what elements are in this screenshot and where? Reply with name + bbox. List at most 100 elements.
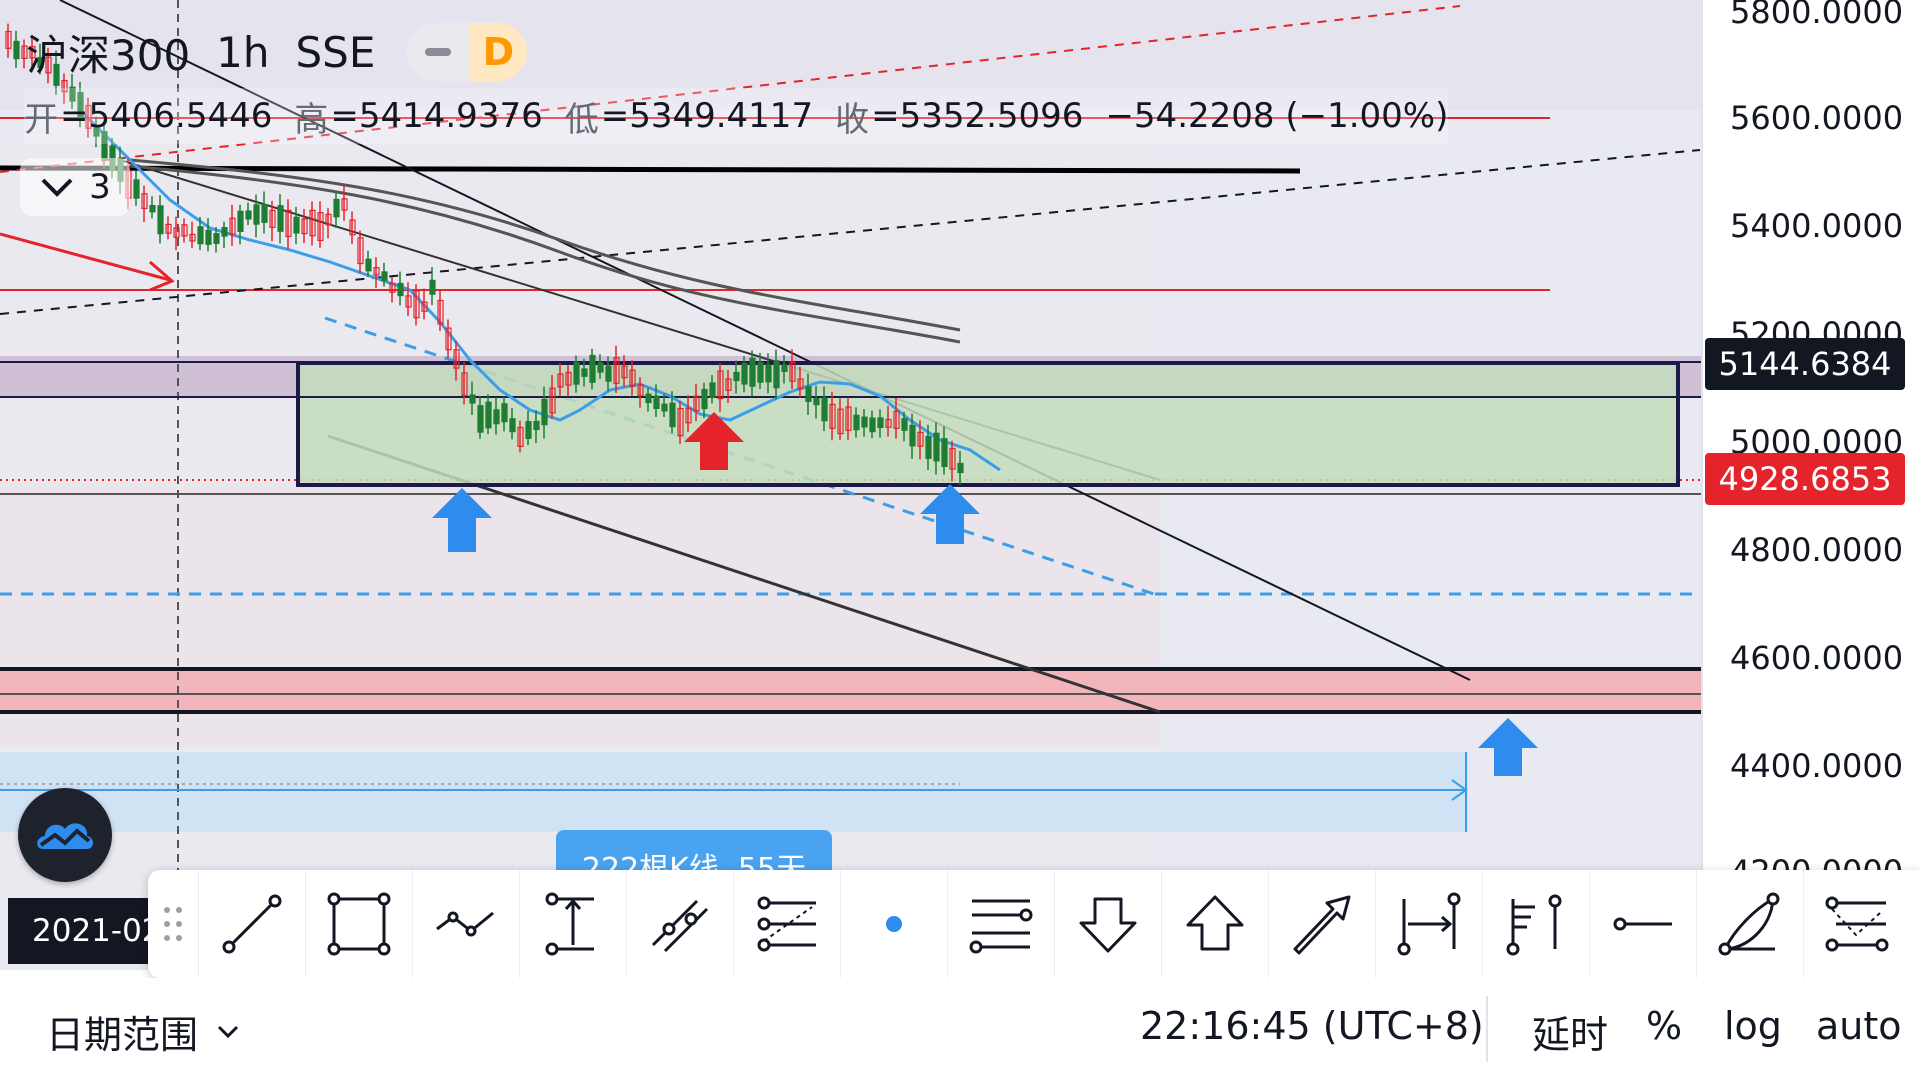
candle-body xyxy=(309,209,316,237)
dot-tool[interactable] xyxy=(840,870,947,978)
candle-body xyxy=(901,418,908,431)
high-value: =5414.9376 xyxy=(330,96,543,136)
candle-body xyxy=(245,210,252,220)
arrow-tool[interactable] xyxy=(1268,870,1375,978)
candle-body xyxy=(581,368,588,377)
price-axis-label: 4400.0000 xyxy=(1730,747,1904,785)
fib-retracement-tool[interactable] xyxy=(733,870,840,978)
trend-line-tool[interactable] xyxy=(198,870,305,978)
candle-body xyxy=(133,179,140,199)
indicators-count: 3 xyxy=(89,167,111,207)
arrow-icon xyxy=(1293,895,1351,955)
candle-body xyxy=(165,223,172,234)
arrow-up-tool[interactable] xyxy=(1161,870,1268,978)
candle-body xyxy=(69,86,76,102)
delay-toggle[interactable]: 延时 xyxy=(1532,1013,1609,1057)
candle-body xyxy=(301,218,308,235)
candle-body xyxy=(381,271,388,281)
log-toggle[interactable]: log xyxy=(1724,1004,1782,1048)
percent-toggle[interactable]: % xyxy=(1646,1004,1683,1048)
candle-body xyxy=(437,299,444,325)
candle-body xyxy=(861,416,868,428)
parallel-channel-tool[interactable] xyxy=(626,870,733,978)
candle-body xyxy=(709,382,716,398)
horizontal-lines-tool[interactable] xyxy=(947,870,1054,978)
candle-body xyxy=(509,418,516,433)
candle-body xyxy=(653,395,660,409)
horizontal-ray-tool[interactable] xyxy=(1589,870,1696,978)
price-axis-label: 4600.0000 xyxy=(1730,639,1904,677)
candle-body xyxy=(429,279,436,295)
chart-canvas[interactable] xyxy=(0,0,1920,970)
candle-body xyxy=(661,403,668,412)
candle-body xyxy=(373,267,380,276)
tradingview-logo[interactable] xyxy=(18,788,112,882)
exchange-label: SSE xyxy=(295,27,376,77)
auto-toggle[interactable]: auto xyxy=(1816,1004,1902,1048)
separator xyxy=(1486,996,1488,1062)
delayed-badge[interactable]: D xyxy=(469,23,528,81)
anchored-note-tool[interactable] xyxy=(1482,870,1589,978)
candle-body xyxy=(781,364,788,372)
arrow-down-icon xyxy=(1079,897,1137,953)
candle-body xyxy=(397,282,404,297)
candle-body xyxy=(501,403,508,423)
fib-extension-icon xyxy=(1825,896,1889,952)
path-tool[interactable] xyxy=(412,870,519,978)
horizontal-lines-icon xyxy=(969,899,1033,954)
price-axis-label: 5600.0000 xyxy=(1730,99,1904,137)
price-axis-label: 4800.0000 xyxy=(1730,531,1904,569)
date-range-tool[interactable] xyxy=(1375,870,1482,978)
candle-body xyxy=(293,216,300,234)
indicators-toggle-button[interactable]: 3 xyxy=(20,158,130,216)
candle-body xyxy=(405,295,412,308)
candle-body xyxy=(205,229,212,245)
curve-icon xyxy=(1718,892,1780,956)
candle-body xyxy=(813,397,820,406)
candle-body xyxy=(525,421,532,439)
candle-body xyxy=(837,408,844,435)
candle-body xyxy=(885,418,892,428)
candle-body xyxy=(93,127,100,137)
price-range-tool[interactable] xyxy=(519,870,626,978)
candle-body xyxy=(317,212,324,242)
candle-body xyxy=(29,46,36,59)
candle-body xyxy=(629,369,636,387)
symbol-status-pill[interactable]: D xyxy=(407,23,528,81)
candle-body xyxy=(829,403,836,429)
candle-body xyxy=(717,370,724,400)
curve-tool[interactable] xyxy=(1696,870,1803,978)
candle-body xyxy=(701,388,708,410)
candle-body xyxy=(789,361,796,382)
current-price-tag: 4928.6853 xyxy=(1705,453,1905,505)
candle-body xyxy=(469,394,476,404)
candle-body xyxy=(821,397,828,422)
date-range-button[interactable]: 日期范围 xyxy=(46,1004,240,1059)
candle-body xyxy=(229,217,236,235)
date-range-label: 日期范围 xyxy=(46,1013,199,1057)
bottom-bar: 日期范围 22:16:45 (UTC+8) 延时 % log auto xyxy=(0,978,1920,1080)
interval-label[interactable]: 1h xyxy=(216,27,270,77)
rectangle-tool[interactable] xyxy=(305,870,412,978)
symbol-header[interactable]: 沪深300 1h SSE D xyxy=(0,22,528,82)
candle-body xyxy=(757,362,764,383)
path-icon xyxy=(436,911,494,937)
chart-area[interactable]: 沪深300 1h SSE D 开 =5406.5446 高 =5414.9376… xyxy=(0,0,1920,970)
candle-body xyxy=(269,209,276,229)
arrow-down-tool[interactable] xyxy=(1054,870,1161,978)
candle-body xyxy=(365,258,372,272)
candle-body xyxy=(261,204,268,223)
candle-body xyxy=(77,92,84,119)
minus-icon[interactable] xyxy=(407,23,469,81)
candle-body xyxy=(805,386,812,402)
timezone-clock[interactable]: 22:16:45 (UTC+8) xyxy=(1140,1004,1484,1048)
candle-body xyxy=(933,432,940,462)
drag-handle-icon[interactable] xyxy=(148,870,198,978)
date-range-icon xyxy=(1397,892,1461,956)
candle-body xyxy=(765,364,772,383)
low-key: 低 xyxy=(564,99,599,140)
symbol-name[interactable]: 沪深300 xyxy=(26,30,191,80)
candle-body xyxy=(213,233,220,244)
price-axis-label: 5800.0000 xyxy=(1730,0,1904,31)
fib-extension-tool[interactable] xyxy=(1803,870,1910,978)
